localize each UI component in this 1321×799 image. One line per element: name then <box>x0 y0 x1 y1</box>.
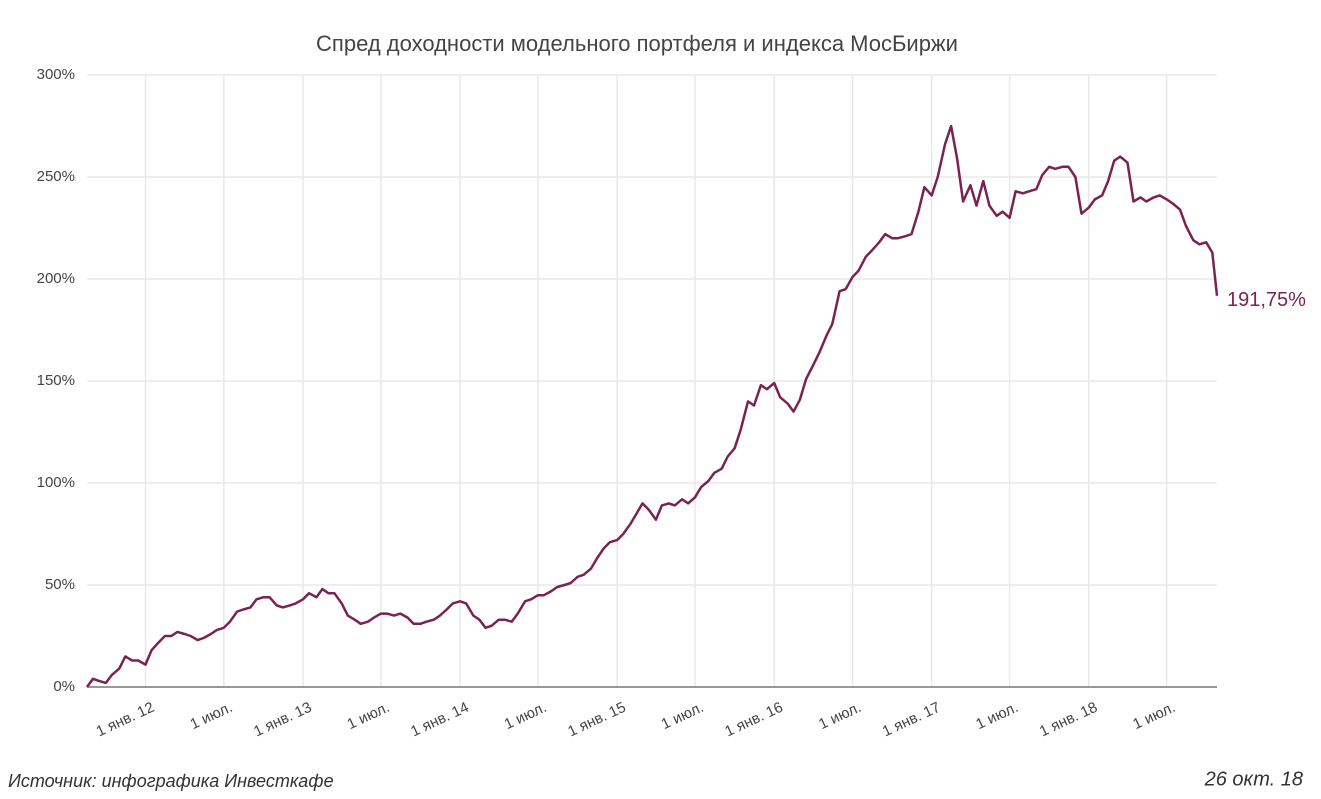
y-tick-label: 0% <box>53 678 75 695</box>
chart-title: Спред доходности модельного портфеля и и… <box>316 31 958 56</box>
source: Источник: инфографика Инвесткафе <box>8 771 334 791</box>
y-tick-label: 50% <box>45 576 75 593</box>
y-tick-label: 150% <box>37 372 75 389</box>
date: 26 окт. 18 <box>1204 768 1303 790</box>
end-value-label: 191,75% <box>1227 289 1306 311</box>
y-tick-label: 100% <box>37 474 75 491</box>
y-tick-label: 250% <box>37 168 75 185</box>
line <box>85 124 1219 688</box>
y-tick-label: 300% <box>37 66 75 83</box>
y-tick-label: 200% <box>37 270 75 287</box>
